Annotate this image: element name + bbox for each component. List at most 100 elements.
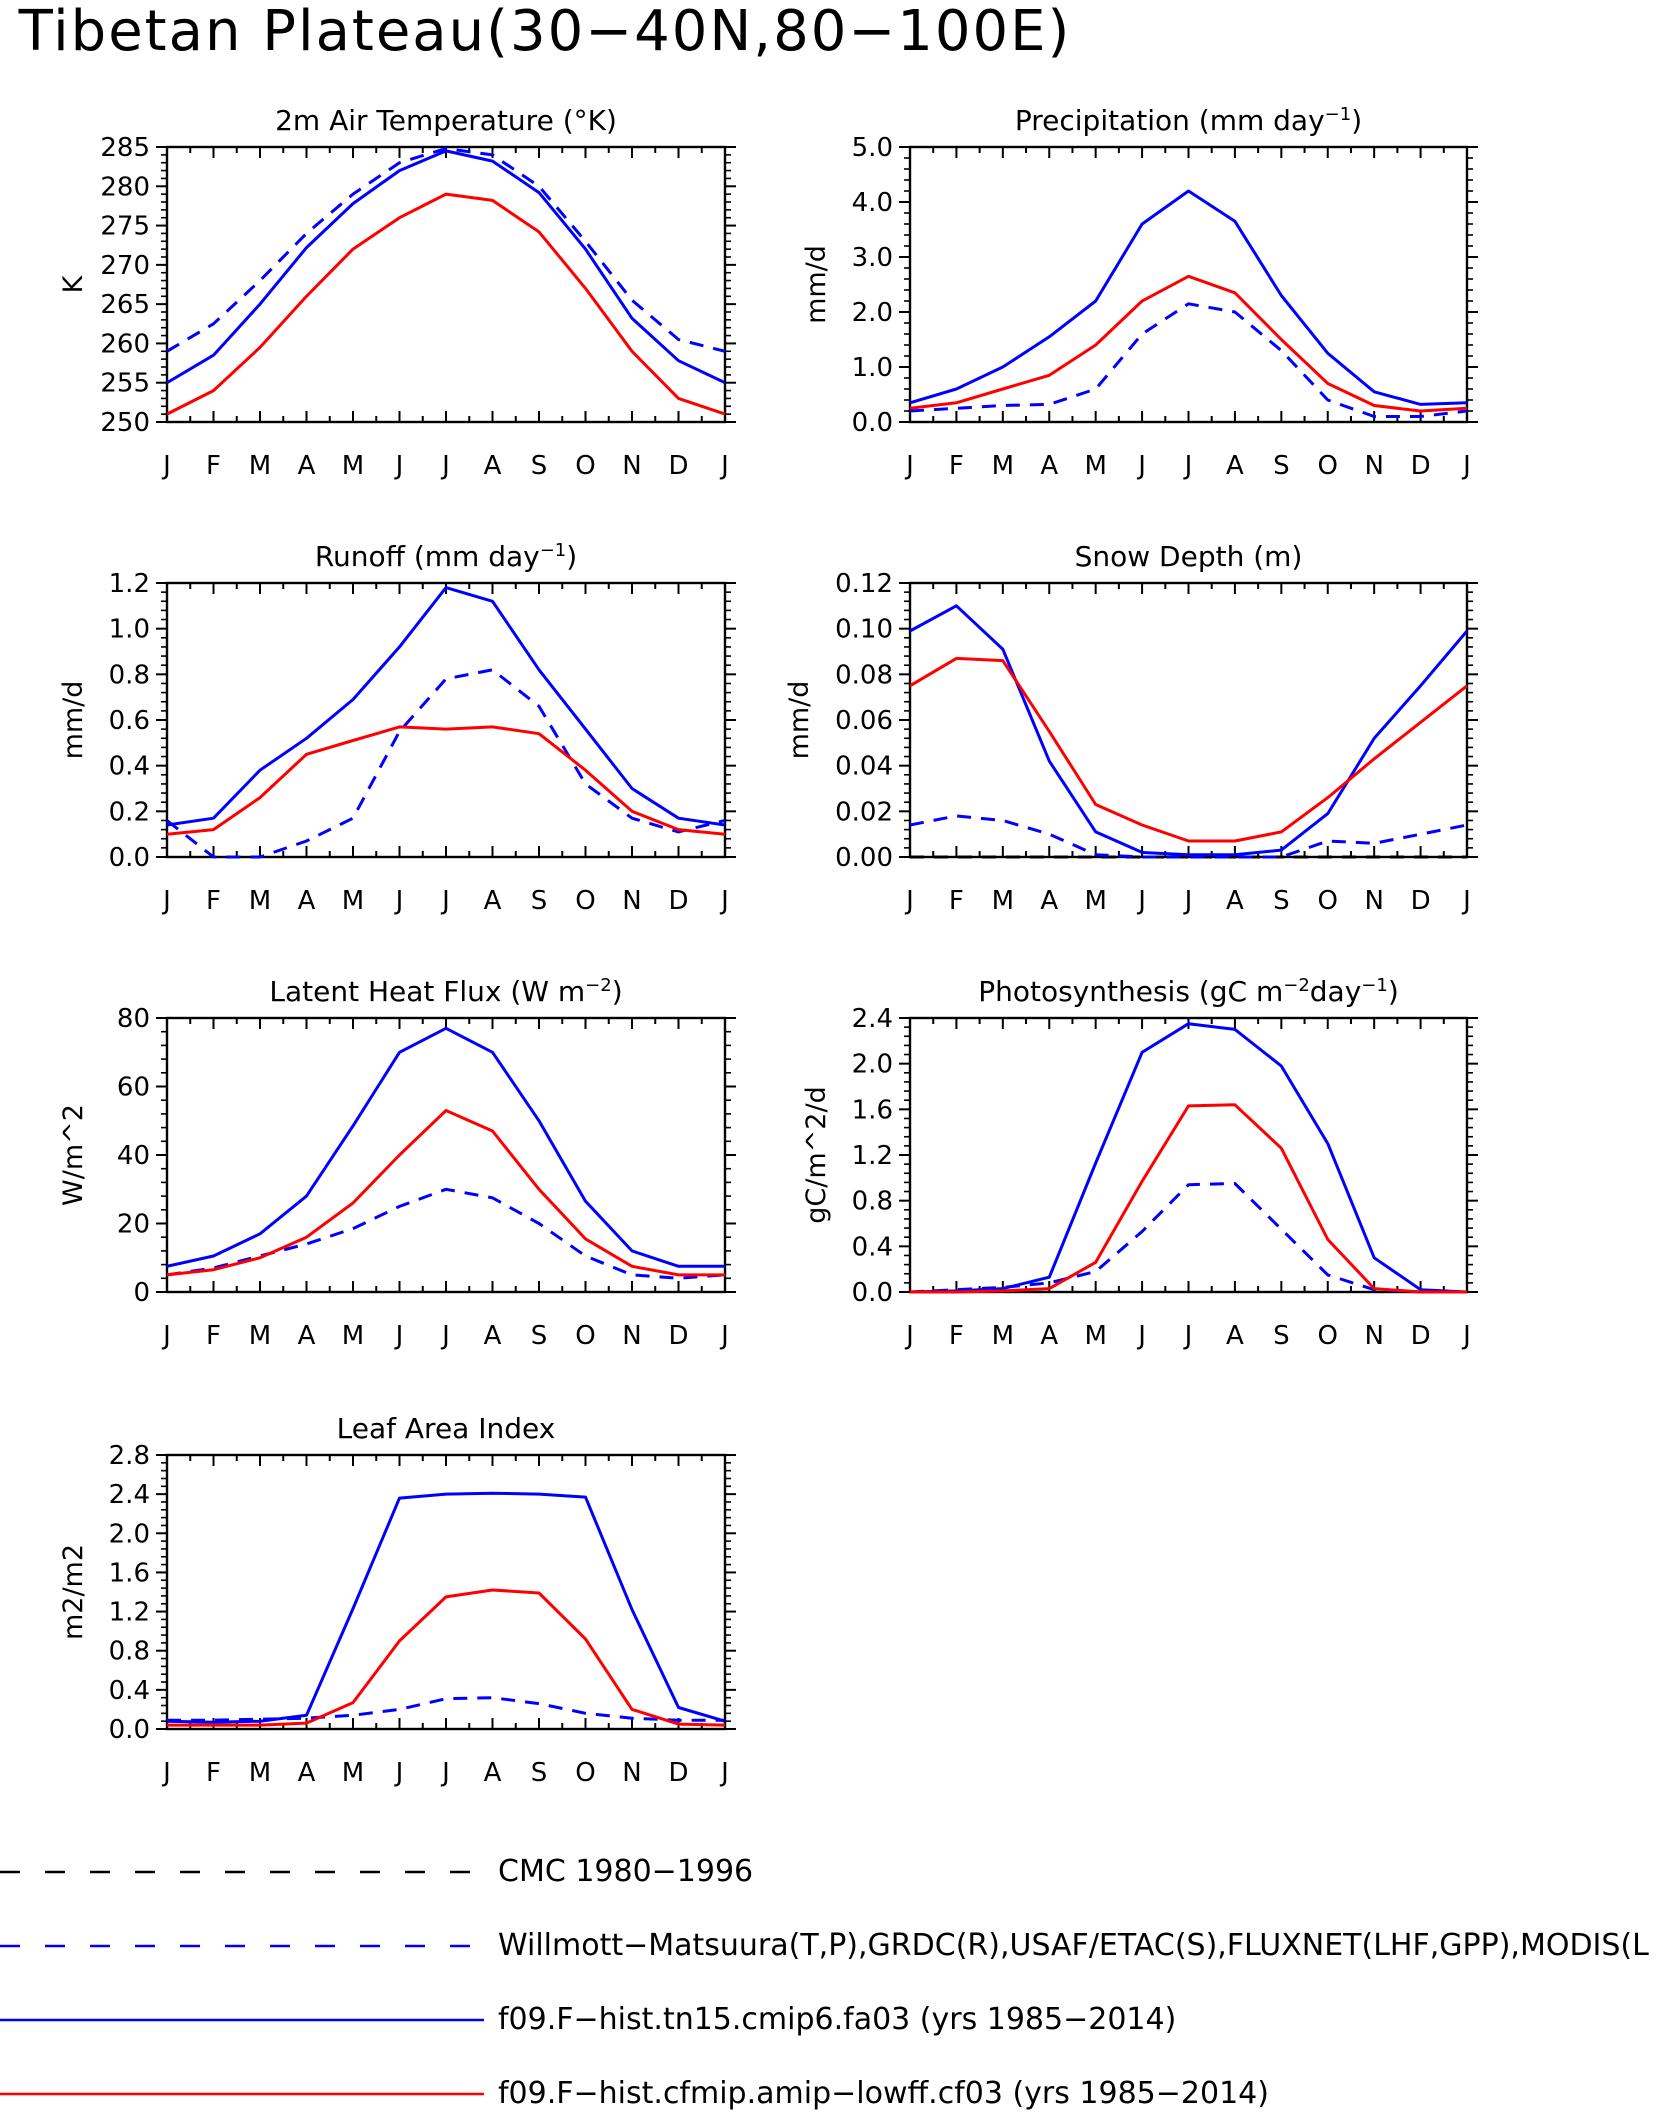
legend-item-4: f09.F−hist.cfmip.amip−lowff.cf03 (yrs 19… xyxy=(0,2076,1269,2111)
legend-label: f09.F−hist.cfmip.amip−lowff.cf03 (yrs 19… xyxy=(498,2076,1269,2111)
panel-2: 0.01.02.03.04.05.0J F M A M J J A S O N D Jmm/dPreci… xyxy=(801,104,1478,481)
x-tick-label: A xyxy=(1226,451,1244,481)
x-tick-label: D xyxy=(668,1758,688,1788)
x-tick-label: A xyxy=(298,451,316,481)
y-tick-label: 2.4 xyxy=(852,1004,893,1034)
x-tick-label: J xyxy=(1183,886,1193,916)
legend-item-3: f09.F−hist.tn15.cmip6.fa03 (yrs 1985−201… xyxy=(0,2002,1176,2037)
figure-title: Tibetan Plateau(30−40N,80−100E) xyxy=(18,0,1072,64)
panel-title-text: Latent Heat Flux (W m xyxy=(269,975,585,1008)
y-tick-label: 0.0 xyxy=(109,843,150,873)
plot-frame xyxy=(165,145,727,424)
y-tick-label: 0.2 xyxy=(109,797,150,827)
x-tick-label: A xyxy=(298,886,316,916)
y-tick-label: 2.4 xyxy=(109,1480,150,1510)
y-tick-label: 285 xyxy=(100,133,150,163)
x-tick-label: M xyxy=(992,886,1014,916)
y-axis-label: m2/m2 xyxy=(58,1544,89,1640)
x-tick-label: A xyxy=(484,1321,502,1351)
x-tick-label: O xyxy=(1318,886,1338,916)
x-tick-label: M xyxy=(1084,1321,1106,1351)
y-axis-label: mm/d xyxy=(58,681,89,760)
panel-title-superscript: −1 xyxy=(540,540,567,561)
x-tick-label: M xyxy=(992,451,1014,481)
x-tick-label: A xyxy=(1040,886,1058,916)
x-tick-label: N xyxy=(622,451,641,481)
x-tick-label: J xyxy=(1461,451,1471,481)
legend-item-1: CMC 1980−1996 xyxy=(0,1854,753,1889)
panel-title: Photosynthesis (gC m−2day−1) xyxy=(978,975,1399,1009)
y-tick-label: 0.4 xyxy=(109,752,150,782)
y-tick-label: 0.12 xyxy=(835,569,893,599)
x-tick-label: A xyxy=(1226,886,1244,916)
x-tick-label: J xyxy=(161,451,171,481)
series-line-1 xyxy=(167,1696,725,1722)
x-tick-label: A xyxy=(298,1321,316,1351)
x-tick-label: J xyxy=(904,451,914,481)
x-tick-label: F xyxy=(949,451,964,481)
x-tick-label: J xyxy=(1136,886,1146,916)
x-tick-label: J xyxy=(394,451,404,481)
panel-4: 0.000.020.040.060.080.100.12J F M A M J J A S O N D… xyxy=(784,540,1478,916)
x-tick-label: N xyxy=(1364,886,1383,916)
x-tick-label: A xyxy=(1040,451,1058,481)
x-tick-label: A xyxy=(1040,1321,1058,1351)
legend-label: CMC 1980−1996 xyxy=(498,1854,753,1889)
x-tick-label: J xyxy=(440,1321,450,1351)
series-line-3 xyxy=(910,604,1467,857)
x-tick-label: A xyxy=(484,886,502,916)
x-tick-label: J xyxy=(440,451,450,481)
x-tick-label: S xyxy=(531,1758,548,1788)
x-tick-label: J xyxy=(394,1321,404,1351)
series-line-2 xyxy=(167,1491,725,1724)
y-tick-label: 0.8 xyxy=(109,1637,150,1667)
x-tick-label: M xyxy=(249,1758,271,1788)
y-tick-label: 0.0 xyxy=(852,1278,893,1308)
plot-frame xyxy=(908,145,1469,424)
x-tick-label: M xyxy=(1084,886,1106,916)
y-tick-label: 0.4 xyxy=(109,1676,150,1706)
x-tick-label: J xyxy=(719,1321,729,1351)
x-tick-label: D xyxy=(668,886,688,916)
x-tick-label: O xyxy=(1318,1321,1338,1351)
x-tick-label: J xyxy=(1183,451,1193,481)
y-tick-label: 0.00 xyxy=(835,843,893,873)
x-tick-label: M xyxy=(249,886,271,916)
y-tick-label: 265 xyxy=(100,290,150,320)
panel-title-superscript: −1 xyxy=(1361,975,1388,996)
y-tick-label: 80 xyxy=(117,1004,150,1034)
series-line-2 xyxy=(167,149,725,385)
x-tick-label: M xyxy=(992,1321,1014,1351)
x-tick-label: F xyxy=(206,1758,221,1788)
panel-6: 0.00.40.81.21.62.02.4J F M A M J J A S O N D JgC/m^2… xyxy=(801,975,1478,1351)
y-tick-label: 0.08 xyxy=(835,660,893,690)
panel-title-superscript: −1 xyxy=(1325,104,1352,125)
y-tick-label: 4.0 xyxy=(852,188,893,218)
x-tick-label: M xyxy=(249,1321,271,1351)
x-tick-label: F xyxy=(206,1321,221,1351)
panel-title-superscript: −2 xyxy=(585,975,612,996)
x-tick-label: O xyxy=(575,1758,595,1788)
y-axis-label: K xyxy=(58,274,89,293)
x-tick-label: J xyxy=(904,1321,914,1351)
x-tick-label: S xyxy=(531,1321,548,1351)
legend-label: f09.F−hist.tn15.cmip6.fa03 (yrs 1985−201… xyxy=(498,2002,1176,2037)
y-tick-label: 0.10 xyxy=(835,615,893,645)
y-tick-label: 0.0 xyxy=(852,408,893,438)
panel-title-superscript: −2 xyxy=(1283,975,1310,996)
y-tick-label: 2.0 xyxy=(109,1519,150,1549)
series-line-3 xyxy=(910,274,1467,413)
x-tick-label: D xyxy=(1411,1321,1431,1351)
y-tick-label: 280 xyxy=(100,172,150,202)
x-tick-label: J xyxy=(394,886,404,916)
x-tick-label: M xyxy=(342,1321,364,1351)
x-tick-label: J xyxy=(394,1758,404,1788)
x-tick-label: J xyxy=(719,886,729,916)
series-line-3 xyxy=(167,1588,725,1727)
panel-title: Runoff (mm day−1) xyxy=(315,540,577,574)
y-tick-label: 275 xyxy=(100,212,150,242)
x-tick-label: N xyxy=(1364,1321,1383,1351)
x-tick-label: A xyxy=(484,451,502,481)
x-tick-label: J xyxy=(719,451,729,481)
panel-title-text: Photosynthesis (gC m xyxy=(978,975,1283,1008)
